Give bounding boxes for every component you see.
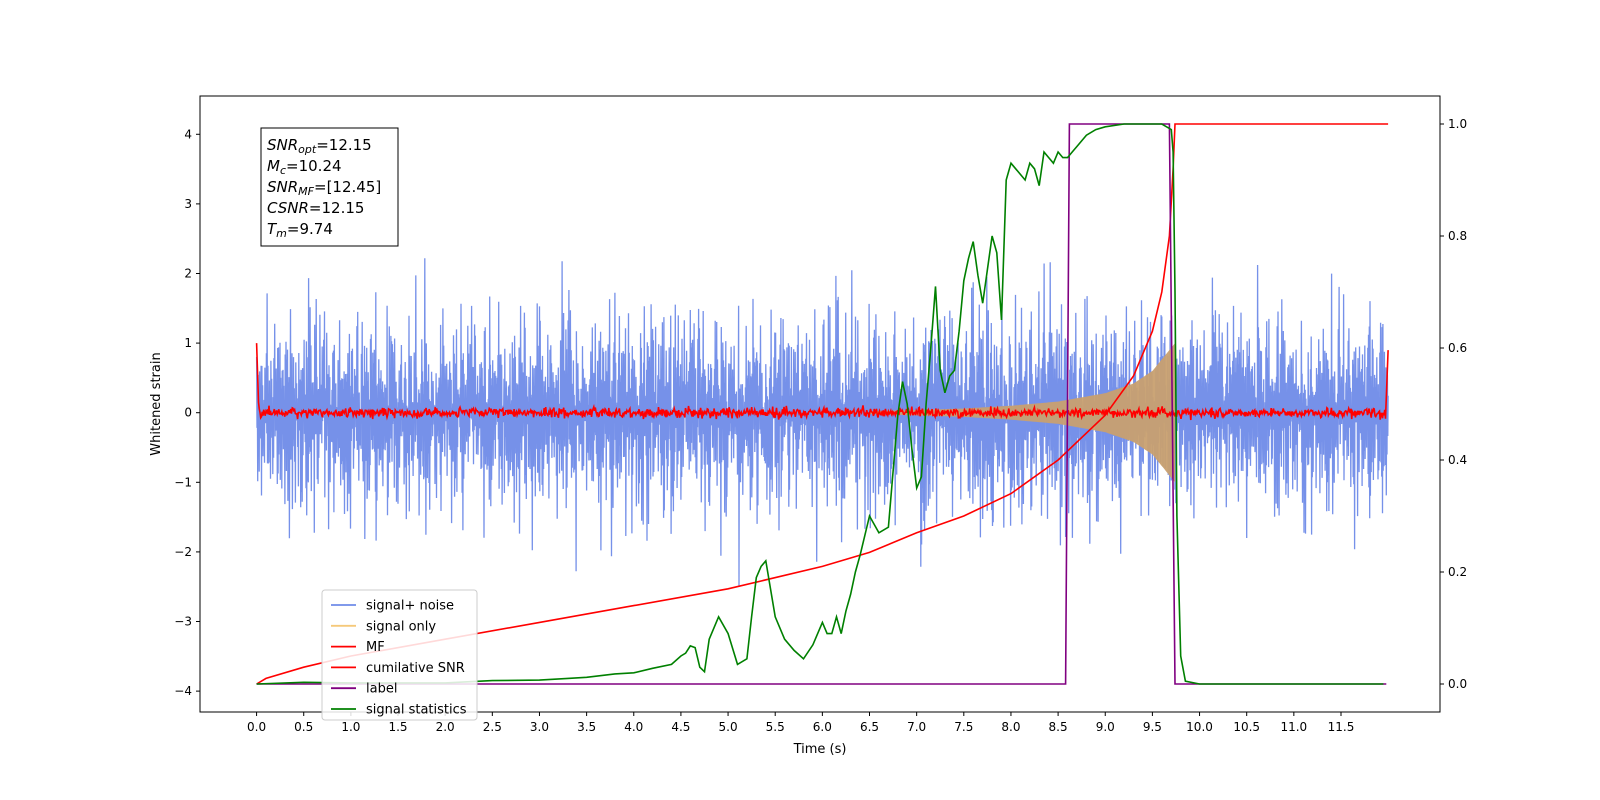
legend-label: signal only (366, 619, 436, 634)
annotation-value: =9.74 (287, 220, 333, 238)
x-tick-label: 2.0 (436, 720, 455, 734)
annotation-symbol: T (267, 220, 278, 238)
x-axis-label: Time (s) (793, 742, 847, 757)
annotation-symbol: SNR (267, 178, 298, 196)
series-mf (255, 343, 1389, 421)
x-tick-label: 8.5 (1049, 720, 1068, 734)
y2-tick-label: 0.8 (1448, 229, 1467, 243)
x-tick-label: 10.5 (1233, 720, 1260, 734)
y-tick-label: 4 (184, 127, 192, 141)
x-tick-label: 6.5 (860, 720, 879, 734)
annotation-line: SNRMF=[12.45] (267, 178, 381, 198)
y-tick-label: 3 (184, 197, 192, 211)
x-tick-label: 4.0 (624, 720, 643, 734)
y-tick-label: −4 (174, 684, 192, 698)
annotation-subscript: MF (298, 185, 314, 198)
annotation-value: =10.24 (286, 157, 342, 175)
x-tick-label: 6.0 (813, 720, 832, 734)
annotation-symbol: SNR (267, 136, 298, 154)
x-tick-label: 4.5 (671, 720, 690, 734)
x-tick-label: 9.5 (1143, 720, 1162, 734)
annotation-subscript: c (280, 164, 286, 177)
annotation-value: =[12.45] (314, 178, 381, 196)
annotation-line: CSNR=12.15 (267, 199, 364, 217)
x-tick-label: 3.0 (530, 720, 549, 734)
legend-label: label (366, 682, 397, 697)
legend-label: MF (366, 640, 385, 655)
x-tick-label: 7.0 (907, 720, 926, 734)
x-tick-label: 5.5 (766, 720, 785, 734)
x-tick-label: 1.0 (341, 720, 360, 734)
y-tick-label: −3 (174, 615, 192, 629)
annotation-line: Tm=9.74 (267, 220, 333, 240)
annotation-value: =12.15 (316, 136, 372, 154)
x-axis-ticks: 0.0 0.5 1.0 1.5 2.0 2.5 3.0 3.5 4.0 4.5 5.0 5.5 6.0 6… (247, 712, 1354, 734)
y2-tick-label: 0.0 (1448, 677, 1467, 691)
annotation-symbol: M (267, 157, 280, 175)
legend-label: signal+ noise (366, 599, 454, 614)
y2-tick-label: 1.0 (1448, 117, 1467, 131)
annotation-subscript: opt (298, 143, 317, 156)
x-tick-label: 11.5 (1328, 720, 1355, 734)
annotation-line: SNRopt=12.15 (267, 136, 372, 156)
y-tick-label: 2 (184, 266, 192, 280)
y2-axis-ticks: 1.0 0.8 0.6 0.4 0.2 0.0 (1440, 117, 1467, 691)
annotation-subscript: m (276, 227, 287, 240)
series-signal-noise (255, 258, 1389, 587)
x-tick-label: 9.0 (1096, 720, 1115, 734)
x-tick-label: 3.5 (577, 720, 596, 734)
legend-label: cumilative SNR (366, 661, 465, 676)
y-tick-label: 0 (184, 406, 192, 420)
y2-tick-label: 0.6 (1448, 341, 1467, 355)
axes-frame (199, 95, 1441, 713)
legend-label: signal statistics (366, 703, 467, 718)
x-tick-label: 2.5 (483, 720, 502, 734)
x-tick-label: 0.0 (247, 720, 266, 734)
annotation-symbol: CSNR (267, 199, 309, 217)
legend: signal+ noise signal only MF cumilative SNR… (321, 589, 478, 721)
x-tick-label: 8.0 (1001, 720, 1020, 734)
x-tick-label: 10.0 (1186, 720, 1213, 734)
x-tick-label: 5.0 (719, 720, 738, 734)
y-axis-ticks: 4 3 2 1 0 −1 −2 −3 −4 (174, 127, 200, 698)
annotation-line: Mc=10.24 (267, 157, 342, 177)
y-axis-label: Whitened strain (149, 352, 164, 455)
y-tick-label: −2 (174, 545, 192, 559)
series-signal-statistics (256, 123, 1384, 685)
legend-frame (321, 589, 478, 721)
x-tick-label: 7.5 (954, 720, 973, 734)
y2-tick-label: 0.2 (1448, 565, 1467, 579)
y-tick-label: 1 (184, 336, 192, 350)
y2-tick-label: 0.4 (1448, 453, 1467, 467)
annotation-box: SNRopt=12.15Mc=10.24SNRMF=[12.45]CSNR=12… (260, 127, 399, 247)
y-tick-label: −1 (174, 475, 192, 489)
x-tick-label: 0.5 (294, 720, 313, 734)
annotation-value: =12.15 (309, 199, 365, 217)
annotation-frame (260, 127, 399, 247)
x-tick-label: 1.5 (388, 720, 407, 734)
x-tick-label: 11.0 (1280, 720, 1307, 734)
